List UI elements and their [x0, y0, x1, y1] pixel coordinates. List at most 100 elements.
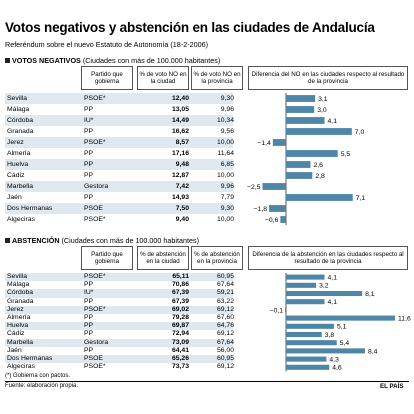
diff-label: −0,1 — [270, 307, 284, 314]
city-percentage: 67,39 — [171, 297, 189, 305]
diff-label: 2,6 — [313, 162, 323, 169]
chart-title: Votos negativos y abstención en las ciud… — [5, 20, 375, 35]
city-percentage: 9,40 — [175, 216, 189, 223]
province-percentage: 59,21 — [216, 289, 234, 297]
governing-party: PSOE — [84, 205, 103, 212]
section-note-abstencion: (Ciudades con más de 100.000 habitantes) — [59, 236, 199, 245]
city-percentage: 70,86 — [171, 281, 189, 289]
province-percentage: 10,00 — [216, 139, 234, 146]
diff-bar — [272, 139, 286, 146]
province-percentage: 69,12 — [216, 363, 234, 371]
table-row: Sevilla PSOE* 12,40 9,30 — [5, 93, 234, 104]
governing-party: PSOE* — [84, 305, 106, 313]
city-percentage: 9,48 — [175, 161, 189, 168]
province-percentage: 63,22 — [216, 297, 234, 305]
table-row: Cádiz PP 12,87 10,00 — [5, 170, 234, 181]
diff-label: 8,1 — [365, 291, 375, 298]
header-prov-pct-2: % de abstención en la provincia — [191, 246, 243, 270]
city-name: Córdoba — [7, 289, 34, 297]
table-row: Huelva PP 69,87 64,76 — [5, 322, 234, 331]
city-name: Jaén — [7, 346, 22, 354]
square-bullet-icon — [5, 58, 10, 63]
province-percentage: 6,85 — [220, 161, 234, 168]
city-name: Dos Hermanas — [7, 355, 53, 362]
province-percentage: 69,12 — [216, 330, 234, 338]
bars-negativos: 3,1 3,04,1 7,0 −1,4 5,5 2,6 2,8 −2,5 7,1 −1,8 −0,6 — [247, 93, 365, 225]
governing-party: PP — [84, 330, 94, 338]
city-name: Cádiz — [7, 172, 25, 179]
diff-label: 4,1 — [328, 299, 338, 306]
table-row: Granada PP 67,39 63,22 — [5, 297, 234, 306]
diff-bar — [286, 331, 322, 338]
diff-label: −0,6 — [265, 217, 279, 224]
table-negativos: Sevilla PSOE* 12,40 9,30 Málaga PP 13,05 9,96 Có… — [5, 93, 234, 225]
province-percentage: 9,30 — [220, 205, 234, 212]
city-percentage: 16,62 — [171, 128, 189, 135]
governing-party: PSOE* — [84, 139, 106, 146]
province-percentage: 9,30 — [220, 95, 234, 102]
diff-bar — [262, 183, 286, 190]
province-percentage: 64,76 — [216, 322, 234, 330]
city-name: Marbella — [7, 338, 34, 346]
governing-party: PP — [84, 297, 94, 305]
city-name: Marbella — [7, 183, 34, 190]
province-percentage: 9,96 — [220, 106, 234, 113]
diff-bar — [286, 282, 317, 288]
diff-bar — [286, 172, 313, 179]
city-percentage: 17,16 — [171, 150, 189, 157]
diff-label: 3,1 — [318, 96, 328, 103]
table-row: Córdoba IU* 14,49 10,34 — [5, 115, 234, 126]
diff-bar — [286, 161, 311, 168]
city-name: Algeciras — [7, 363, 35, 371]
diff-label: 4,1 — [328, 275, 338, 282]
city-name: Jerez — [7, 305, 24, 313]
chart-subtitle: Referéndum sobre el nuevo Estatuto de Au… — [5, 40, 208, 49]
table-row: Málaga PP 70,86 67,64 — [5, 281, 234, 289]
governing-party: PP — [84, 314, 94, 321]
governing-party: IU* — [84, 117, 94, 124]
diff-bar — [286, 150, 338, 157]
section-note-negativos: (Ciudades con más de 100.000 habitantes) — [80, 56, 221, 65]
diff-label: 5,1 — [337, 324, 347, 331]
diff-label: 4,6 — [332, 365, 342, 372]
diff-label: 8,4 — [368, 348, 378, 355]
table-row: Jerez PSOE* 8,57 10,00 — [5, 137, 234, 148]
governing-party: PP — [84, 346, 94, 354]
province-percentage: 10,00 — [216, 172, 234, 179]
city-name: Granada — [7, 297, 34, 305]
city-name: Huelva — [7, 322, 29, 330]
section-title-abstencion: ABSTENCIÓN — [12, 236, 60, 245]
header-party-2: Partido que gobierna — [81, 246, 133, 270]
section-title-negativos: VOTOS NEGATIVOS — [12, 56, 81, 65]
table-row: Dos Hermanas PSOE 65,26 60,95 — [5, 355, 234, 364]
diff-label: 5,5 — [341, 151, 351, 158]
table-row: Sevilla PSOE* 65,11 60,95 — [5, 273, 234, 282]
city-percentage: 8,57 — [175, 139, 189, 146]
governing-party: PP — [84, 172, 94, 179]
table-row: Jaén PP 64,41 56,00 — [5, 346, 234, 355]
diff-label: −2,5 — [247, 184, 261, 191]
city-name: Almería — [7, 150, 31, 157]
governing-party: PP — [84, 194, 94, 201]
city-name: Almería — [7, 314, 31, 321]
diff-label: 4,1 — [328, 118, 338, 125]
diff-bar — [286, 299, 325, 305]
diff-bar — [286, 194, 353, 201]
diff-bar — [286, 315, 396, 321]
city-percentage: 73,73 — [171, 363, 189, 371]
diff-bar — [286, 106, 315, 113]
governing-party: PP — [84, 150, 94, 157]
diff-label: 2,8 — [315, 173, 325, 180]
province-percentage: 69,12 — [216, 305, 234, 313]
province-percentage: 67,60 — [216, 314, 234, 321]
city-name: Sevilla — [7, 95, 28, 102]
city-name: Granada — [7, 128, 34, 135]
province-percentage: 60,95 — [216, 273, 234, 280]
diff-bar — [286, 323, 334, 329]
city-percentage: 65,26 — [171, 355, 189, 362]
city-percentage: 7,42 — [175, 183, 189, 190]
province-percentage: 11,64 — [217, 150, 234, 157]
publisher-logo: EL PAÍS — [380, 383, 404, 390]
city-percentage: 69,87 — [171, 322, 189, 330]
table-abstencion: Sevilla PSOE* 65,11 60,95 Málaga PP 70,86 67,64… — [5, 273, 234, 371]
